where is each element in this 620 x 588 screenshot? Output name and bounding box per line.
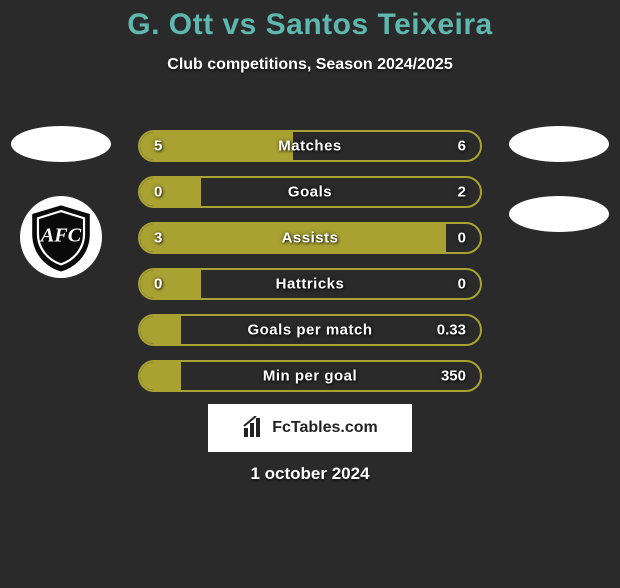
stat-label: Goals — [288, 184, 332, 201]
stat-bar: Min per goal 350 — [138, 360, 482, 392]
date-label: 1 october 2024 — [250, 464, 369, 484]
stat-label: Assists — [282, 230, 339, 247]
stat-value-left: 0 — [154, 276, 162, 293]
stat-value-right: 0 — [458, 230, 466, 247]
stat-value-right: 0 — [458, 276, 466, 293]
stat-bar: 5 Matches 6 — [138, 130, 482, 162]
page-title: G. Ott vs Santos Teixeira — [0, 8, 620, 42]
stat-bar-fill — [140, 132, 293, 160]
stat-label: Goals per match — [247, 322, 372, 339]
stat-value-left: 3 — [154, 230, 162, 247]
stat-label: Min per goal — [263, 368, 357, 385]
left-player-column: AFC — [6, 126, 116, 278]
stat-label: Hattricks — [276, 276, 345, 293]
stat-bar-fill — [140, 270, 201, 298]
comparison-bars: 5 Matches 6 0 Goals 2 3 Assists 0 0 Hattricks 0 Goal… — [138, 130, 482, 392]
stat-label: Matches — [278, 138, 342, 155]
stat-bar: 0 Hattricks 0 — [138, 268, 482, 300]
stat-bar: Goals per match 0.33 — [138, 314, 482, 346]
source-label: FcTables.com — [272, 419, 378, 437]
stat-value-left: 0 — [154, 184, 162, 201]
svg-text:AFC: AFC — [39, 224, 82, 246]
stat-value-right: 6 — [458, 138, 466, 155]
stat-value-left: 5 — [154, 138, 162, 155]
club-badge-placeholder — [509, 196, 609, 232]
club-badge-left: AFC — [20, 196, 102, 278]
stat-bar-fill — [140, 178, 201, 206]
player-photo-placeholder — [11, 126, 111, 162]
stat-bar: 0 Goals 2 — [138, 176, 482, 208]
bars-icon — [242, 416, 266, 440]
stat-bar-fill — [140, 316, 181, 344]
stat-bar: 3 Assists 0 — [138, 222, 482, 254]
stat-value-right: 0.33 — [437, 322, 466, 339]
source-badge: FcTables.com — [208, 404, 412, 452]
stat-bar-fill — [140, 362, 181, 390]
right-player-column — [504, 126, 614, 232]
player-photo-placeholder — [509, 126, 609, 162]
subtitle: Club competitions, Season 2024/2025 — [0, 56, 620, 74]
shield-icon: AFC — [25, 201, 97, 273]
stat-value-right: 2 — [458, 184, 466, 201]
stat-value-right: 350 — [441, 368, 466, 385]
